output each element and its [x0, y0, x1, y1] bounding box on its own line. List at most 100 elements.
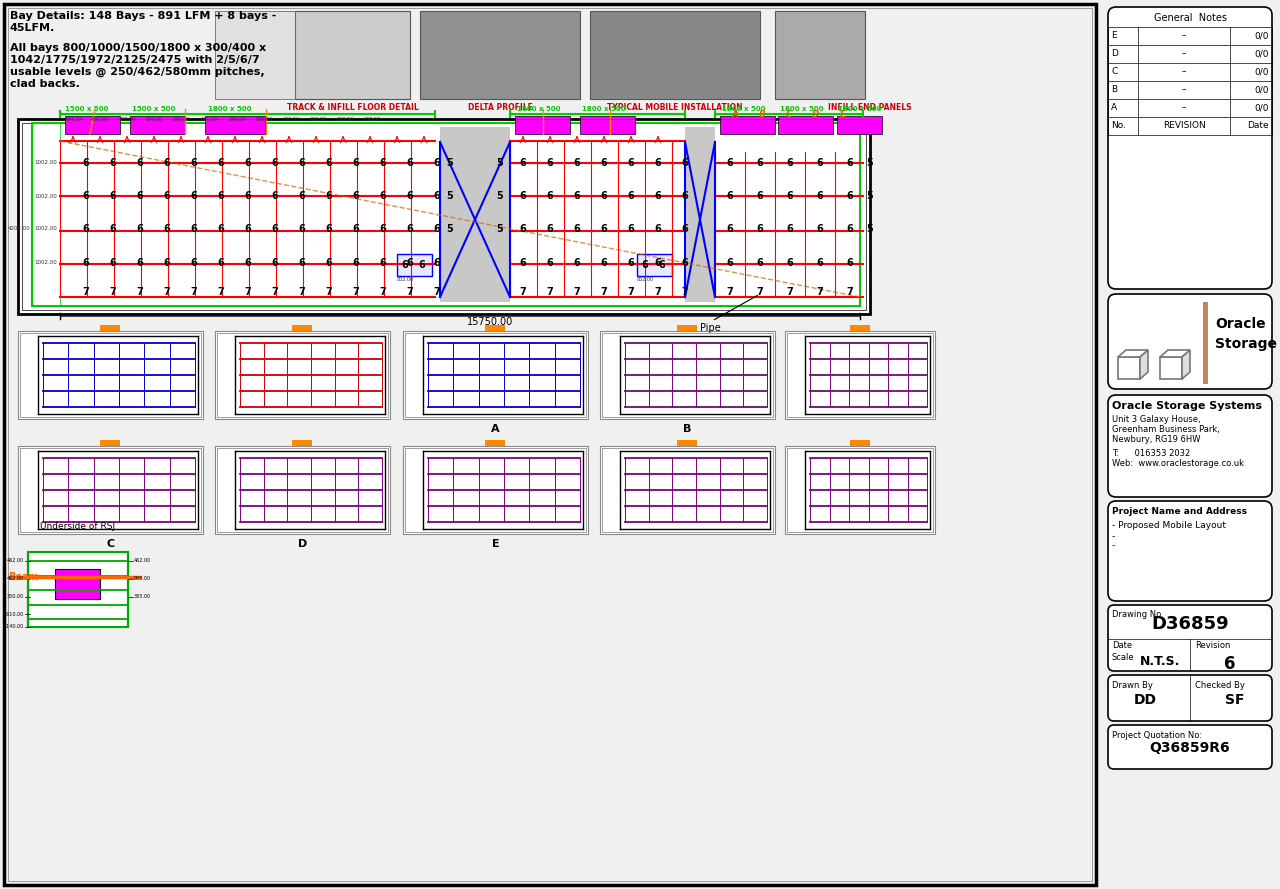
Bar [215, 331, 390, 419]
Bar [637, 254, 672, 276]
Text: 6: 6 [83, 191, 90, 201]
Text: Date: Date [1112, 641, 1132, 650]
Text: 6: 6 [434, 258, 440, 268]
Text: 6: 6 [191, 258, 197, 268]
Text: 45LFM.: 45LFM. [10, 23, 55, 33]
Text: 6: 6 [218, 191, 224, 201]
Text: 1140.00: 1140.00 [4, 624, 24, 629]
Text: Web:  www.oraclestorage.co.uk: Web: www.oraclestorage.co.uk [1112, 459, 1244, 468]
Text: 630.00: 630.00 [119, 117, 136, 122]
Text: 6: 6 [271, 224, 278, 234]
Bar [292, 325, 312, 331]
Text: 641.00: 641.00 [201, 117, 218, 122]
Text: 6: 6 [627, 258, 635, 268]
Text: 365.00: 365.00 [134, 595, 151, 599]
FancyBboxPatch shape [1108, 7, 1272, 289]
Text: 1500 x 500: 1500 x 500 [65, 106, 109, 112]
Text: 6: 6 [600, 158, 608, 168]
Text: 6: 6 [271, 191, 278, 201]
Text: 6: 6 [727, 258, 733, 268]
Text: 6: 6 [164, 158, 170, 168]
Text: 6: 6 [547, 158, 553, 168]
Text: - Proposed Mobile Layout: - Proposed Mobile Layout [1112, 521, 1226, 530]
Text: 6: 6 [659, 260, 666, 270]
Text: Oracle Storage Systems: Oracle Storage Systems [1112, 401, 1262, 411]
Text: 630.00: 630.00 [173, 117, 189, 122]
Bar [1203, 302, 1208, 384]
Text: 6: 6 [654, 191, 662, 201]
Text: 6: 6 [682, 191, 689, 201]
Text: 802.00: 802.00 [637, 277, 654, 282]
Bar [785, 446, 934, 534]
Bar [100, 325, 120, 331]
Text: 630.00: 630.00 [283, 117, 300, 122]
Text: 6: 6 [817, 224, 823, 234]
Bar [403, 446, 588, 534]
Text: 6: 6 [380, 224, 387, 234]
Text: 6: 6 [654, 158, 662, 168]
Text: D: D [298, 539, 307, 549]
Text: 7: 7 [110, 287, 116, 297]
Polygon shape [1181, 350, 1190, 379]
Text: 6: 6 [271, 258, 278, 268]
Text: 6: 6 [298, 191, 306, 201]
Text: 0/0: 0/0 [1254, 85, 1268, 94]
Text: B: B [1111, 85, 1117, 94]
Text: 0/0: 0/0 [1254, 31, 1268, 41]
Text: 6: 6 [682, 158, 689, 168]
Bar [22, 123, 867, 310]
Bar [600, 331, 774, 419]
Text: E: E [492, 539, 499, 549]
Text: 1500 x 500: 1500 x 500 [132, 106, 175, 112]
FancyBboxPatch shape [1108, 395, 1272, 497]
Text: 1800 x 500: 1800 x 500 [838, 106, 882, 112]
Text: 630.00: 630.00 [256, 117, 273, 122]
Text: D: D [813, 110, 819, 119]
Text: 7: 7 [352, 287, 360, 297]
Text: 6: 6 [244, 224, 251, 234]
Text: 6: 6 [573, 224, 580, 234]
Text: -: - [1112, 532, 1115, 541]
FancyBboxPatch shape [1108, 294, 1272, 389]
Bar [485, 440, 506, 446]
Text: Pipe: Pipe [700, 323, 721, 333]
Bar [65, 116, 120, 134]
Text: 462.00: 462.00 [134, 558, 151, 564]
Bar [515, 116, 570, 134]
Text: 7: 7 [83, 287, 90, 297]
Text: Storage: Storage [1215, 337, 1277, 351]
Text: 6: 6 [817, 258, 823, 268]
Polygon shape [1140, 350, 1148, 379]
Text: C: C [106, 539, 115, 549]
Text: 6: 6 [641, 260, 649, 270]
Text: clad backs.: clad backs. [10, 79, 79, 89]
Text: 6: 6 [218, 258, 224, 268]
FancyBboxPatch shape [1108, 675, 1272, 721]
Text: 6: 6 [547, 258, 553, 268]
Text: 630.00: 630.00 [310, 117, 326, 122]
Bar [590, 11, 760, 99]
Text: 7: 7 [298, 287, 306, 297]
Text: 6: 6 [407, 158, 413, 168]
Text: 6: 6 [83, 224, 90, 234]
Text: 6: 6 [434, 224, 440, 234]
Text: 630.00: 630.00 [364, 117, 380, 122]
Text: 6: 6 [380, 258, 387, 268]
Text: E: E [1111, 31, 1116, 41]
Text: 6: 6 [846, 258, 854, 268]
Text: 6: 6 [218, 224, 224, 234]
Text: 7: 7 [137, 287, 143, 297]
Text: 6: 6 [520, 191, 526, 201]
Text: 6: 6 [325, 258, 333, 268]
Text: Date: Date [1248, 122, 1268, 131]
Text: 6: 6 [191, 158, 197, 168]
Text: 6: 6 [244, 258, 251, 268]
Text: 965.00: 965.00 [134, 576, 151, 581]
Text: Beam: Beam [8, 572, 38, 582]
Text: 1002.00: 1002.00 [35, 194, 58, 198]
Text: –: – [1181, 68, 1187, 76]
Text: 6: 6 [817, 158, 823, 168]
Text: 1042/1775/1972/2125/2475 with 2/5/6/7: 1042/1775/1972/2125/2475 with 2/5/6/7 [10, 55, 260, 65]
Text: 7: 7 [547, 287, 553, 297]
Bar [1160, 357, 1181, 379]
